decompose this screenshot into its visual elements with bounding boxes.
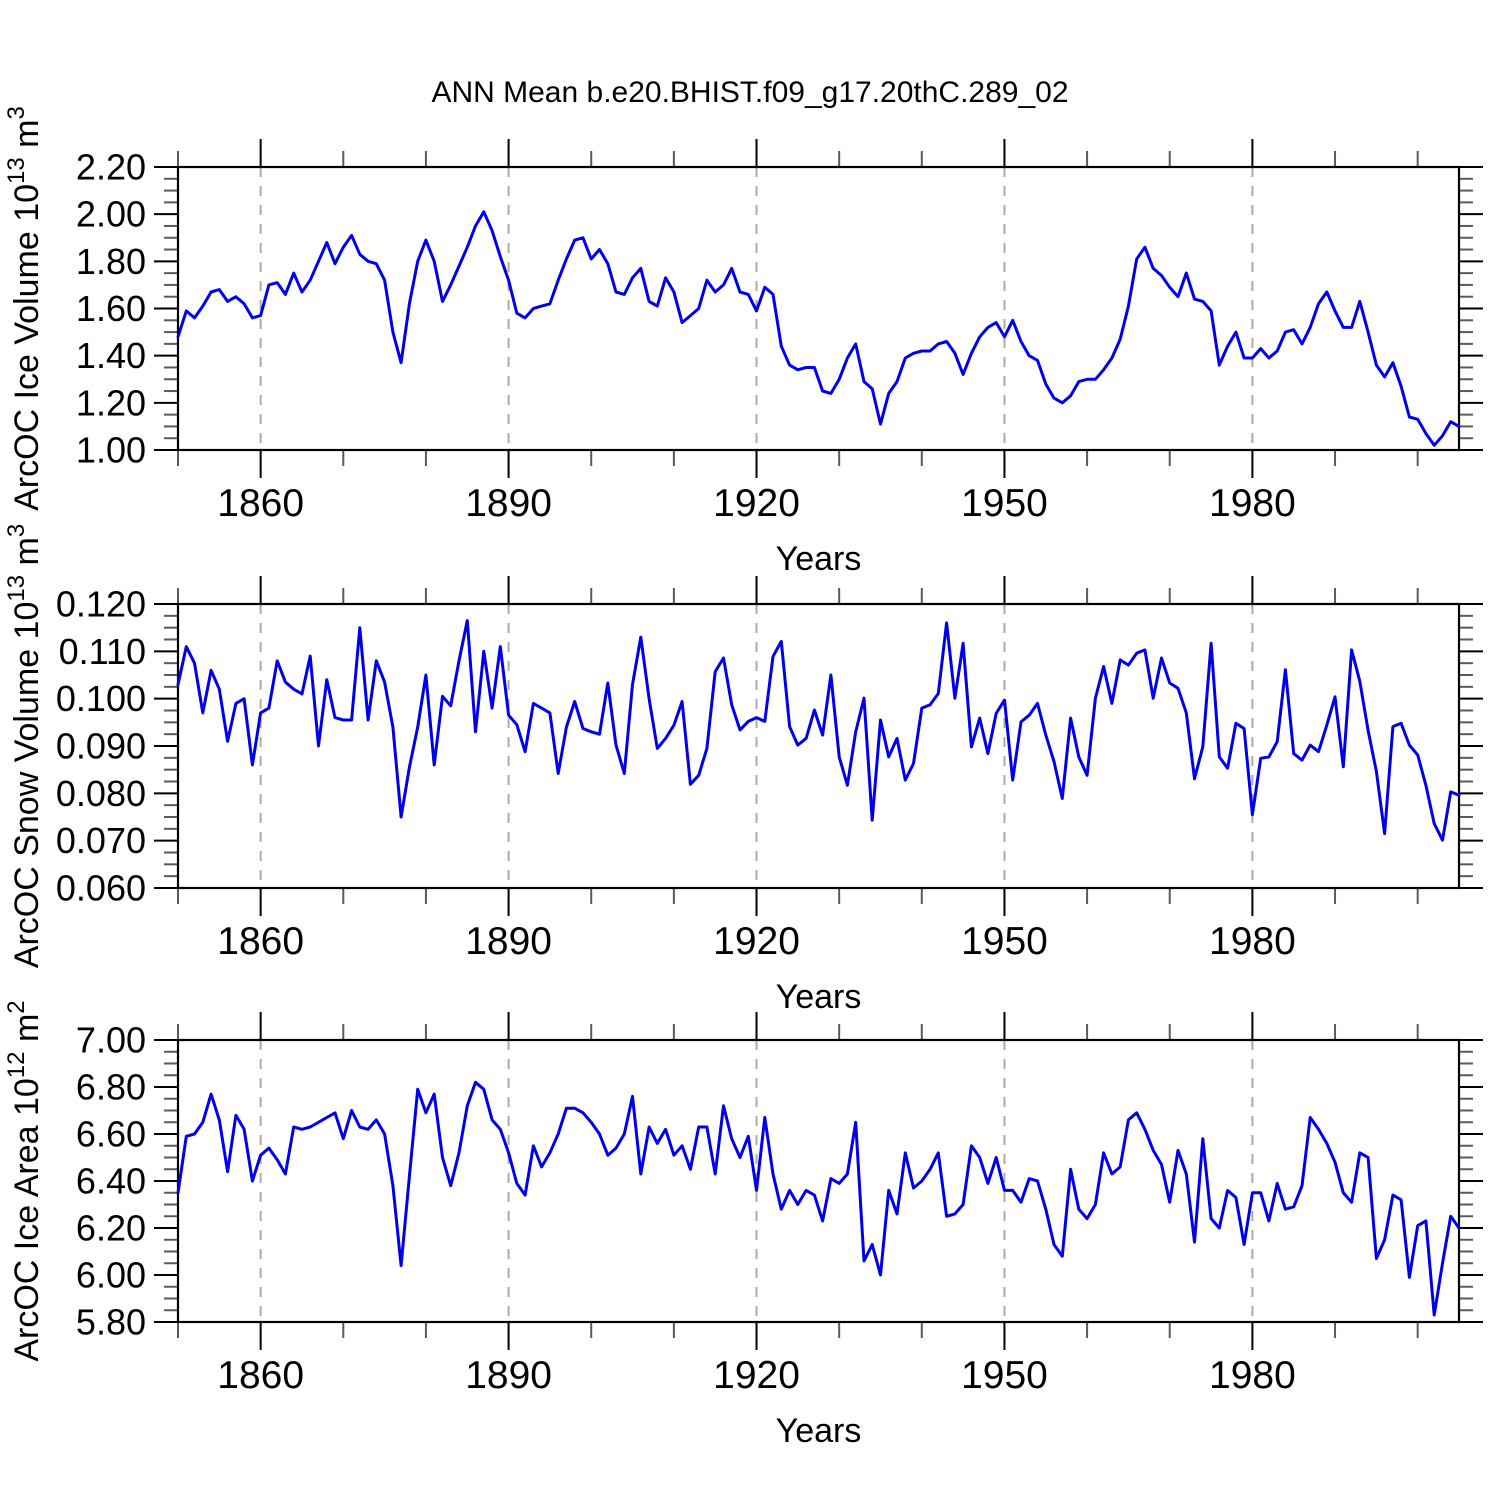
y-tick-label: 7.00 xyxy=(76,1020,146,1061)
y-axis-title: ArcOC Ice Area 1012 m2 xyxy=(3,1000,46,1361)
x-tick-label: 1860 xyxy=(217,1354,304,1397)
x-axis-title: Years xyxy=(776,540,862,578)
plot-frame xyxy=(176,602,1461,890)
x-tick-label: 1980 xyxy=(1209,482,1296,525)
y-tick-label: 0.110 xyxy=(59,631,146,672)
y-tick-label: 0.080 xyxy=(56,773,146,814)
ice-volume-line xyxy=(176,210,1461,447)
x-tick-label: 1950 xyxy=(961,482,1048,525)
snow-volume-line xyxy=(176,619,1461,842)
y-tick-label: 1.20 xyxy=(76,382,146,423)
snow-volume-panel: 0.060 0.070 0.080 0.090 0.100 0.110 0.120 1860 1… xyxy=(3,524,1483,1016)
y-tick-label: 6.20 xyxy=(76,1208,146,1249)
y-tick-label: 1.00 xyxy=(76,430,146,471)
x-axis-title: Years xyxy=(776,1412,862,1450)
y-tick-label: 1.40 xyxy=(76,335,146,376)
ice-area-line xyxy=(176,1080,1461,1317)
y-tick-label: 6.00 xyxy=(76,1255,146,1296)
x-tick-label: 1890 xyxy=(465,1354,552,1397)
x-tick-label: 1950 xyxy=(961,1354,1048,1397)
plot-frame xyxy=(176,165,1461,452)
y-tick-label: 0.120 xyxy=(56,584,146,625)
y-tick-label: 2.00 xyxy=(76,194,146,235)
x-tick-label: 1860 xyxy=(217,482,304,525)
x-tick-label: 1950 xyxy=(961,920,1048,963)
y-tick-label: 0.060 xyxy=(56,868,146,909)
y-tick-label: 6.60 xyxy=(76,1114,146,1155)
y-axis-title: ArcOC Ice Volume 1013 m3 xyxy=(3,106,46,511)
x-tick-label: 1980 xyxy=(1209,1354,1296,1397)
x-tick-label: 1920 xyxy=(713,1354,800,1397)
x-tick-label: 1920 xyxy=(713,482,800,525)
x-tick-label: 1920 xyxy=(713,920,800,963)
y-tick-label: 0.100 xyxy=(56,678,146,719)
x-tick-label: 1890 xyxy=(465,920,552,963)
y-tick-label: 0.090 xyxy=(56,726,146,767)
y-tick-label: 2.20 xyxy=(76,147,146,188)
y-tick-label: 6.80 xyxy=(76,1067,146,1108)
x-tick-label: 1980 xyxy=(1209,920,1296,963)
figure-title: ANN Mean b.e20.BHIST.f09_g17.20thC.289_0… xyxy=(431,76,1069,109)
x-axis-title: Years xyxy=(776,978,862,1016)
ice-area-panel: 5.80 6.00 6.20 6.40 6.60 6.80 7.00 1860 1890 1920… xyxy=(3,1000,1483,1450)
y-tick-label: 1.80 xyxy=(76,241,146,282)
plot-frame xyxy=(176,1038,1461,1324)
x-tick-label: 1890 xyxy=(465,482,552,525)
y-tick-label: 5.80 xyxy=(76,1302,146,1343)
y-tick-label: 1.60 xyxy=(76,288,146,329)
y-axis-title: ArcOC Snow Volume 1013 m3 xyxy=(3,524,46,968)
x-tick-label: 1860 xyxy=(217,920,304,963)
ice-volume-panel: 1.00 1.20 1.40 1.60 1.80 2.00 2.20 1860 1890 1920… xyxy=(3,106,1483,578)
y-tick-label: 6.40 xyxy=(76,1161,146,1202)
y-tick-label: 0.070 xyxy=(56,820,146,861)
